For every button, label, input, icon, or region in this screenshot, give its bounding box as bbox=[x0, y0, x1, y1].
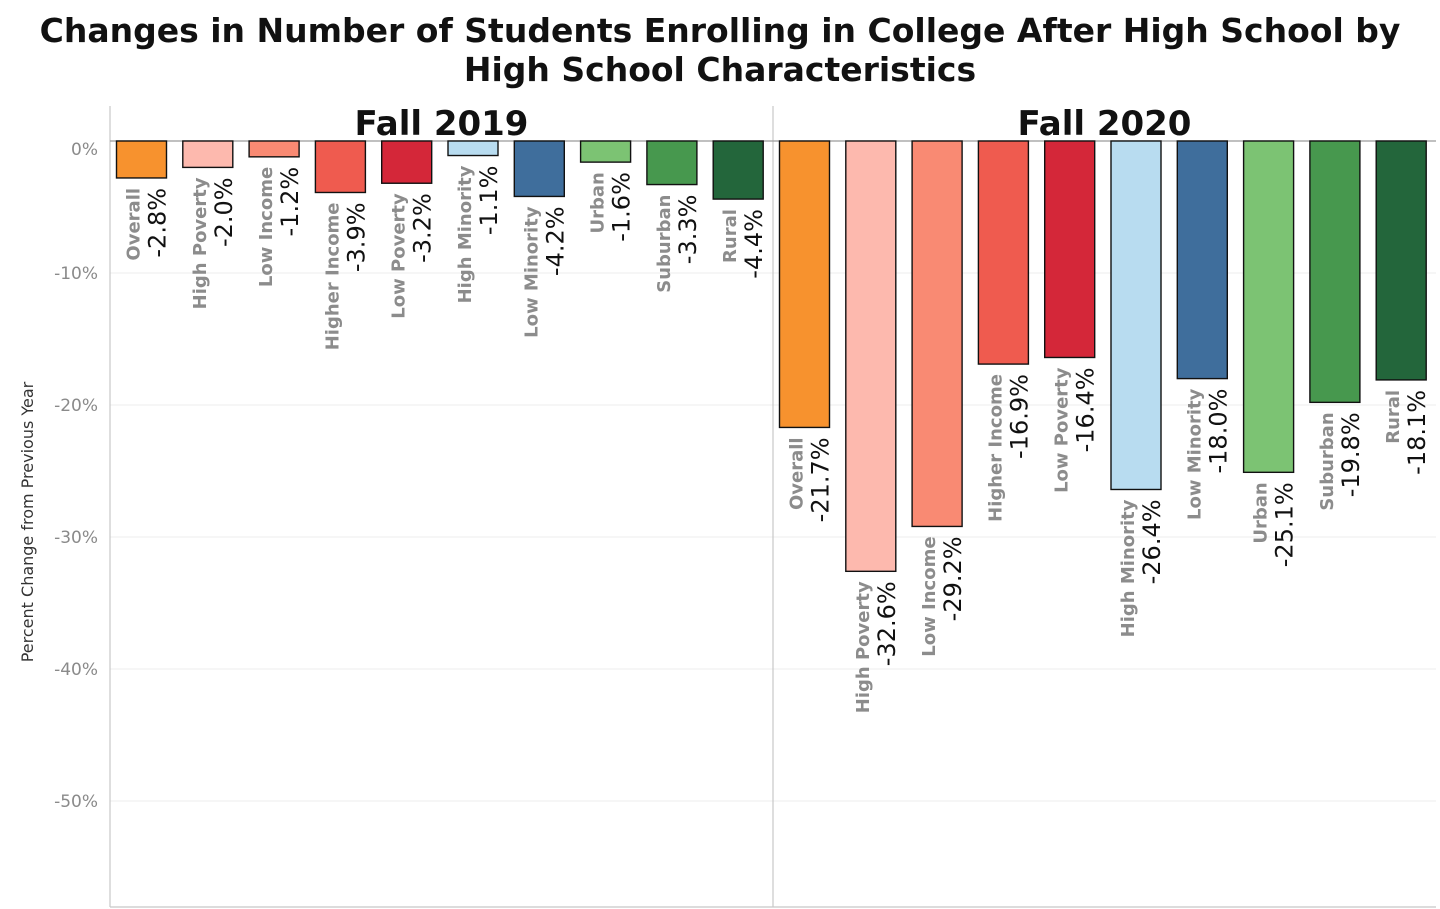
category-label: Suburban bbox=[1317, 412, 1338, 510]
category-label: Low Poverty bbox=[389, 193, 410, 319]
value-label: -1.6% bbox=[608, 172, 636, 242]
bar-label: Higher Income -3.9% bbox=[322, 202, 370, 350]
y-tick-label: -50% bbox=[54, 792, 98, 812]
bar-low-minority bbox=[1176, 140, 1229, 380]
category-label: Low Income bbox=[919, 536, 940, 656]
bar-low-minority bbox=[513, 140, 565, 198]
bar-label: Urban -25.1% bbox=[1251, 482, 1299, 567]
value-label: -2.0% bbox=[210, 177, 238, 247]
plot-frame bbox=[109, 106, 1436, 908]
bar-urban bbox=[579, 140, 632, 163]
panel-title: Fall 2020 bbox=[1018, 104, 1192, 144]
bar-high-poverty bbox=[845, 140, 897, 573]
category-label: Rural bbox=[720, 209, 741, 263]
bar-low-poverty bbox=[381, 140, 433, 184]
bar-label: Higher Income -16.9% bbox=[985, 374, 1033, 522]
bar-overall bbox=[778, 140, 831, 429]
value-label: -1.1% bbox=[475, 166, 503, 236]
bar-label: Rural -18.1% bbox=[1383, 390, 1431, 475]
bar-label: High Poverty -32.6% bbox=[853, 581, 901, 713]
bar-label: Urban -1.6% bbox=[588, 172, 636, 242]
category-label: Low Poverty bbox=[1052, 367, 1073, 493]
bar-higher-income bbox=[977, 140, 1030, 365]
bar-label: Low Minority -4.2% bbox=[521, 206, 569, 338]
bar-label: Suburban -19.8% bbox=[1317, 412, 1365, 510]
value-label: -29.2% bbox=[939, 536, 967, 621]
category-label: Overall bbox=[124, 188, 145, 261]
category-label: Low Minority bbox=[1184, 388, 1205, 520]
value-label: -1.2% bbox=[276, 167, 304, 237]
category-label: Higher Income bbox=[985, 374, 1006, 522]
category-label: High Poverty bbox=[190, 177, 211, 309]
y-axis-label: Percent Change from Previous Year bbox=[18, 381, 37, 662]
category-label: High Minority bbox=[1118, 499, 1139, 637]
value-label: -21.7% bbox=[807, 437, 835, 522]
bar-low-income bbox=[911, 140, 963, 528]
value-label: -3.9% bbox=[342, 202, 370, 272]
panel-fall-2019: Fall 2019 Overall -2.8% High Poverty -2.0% Lo… bbox=[115, 104, 768, 350]
y-tick-label: 0% bbox=[71, 140, 98, 160]
value-label: -3.3% bbox=[674, 195, 702, 265]
value-label: -32.6% bbox=[873, 581, 901, 666]
bar-higher-income bbox=[314, 140, 367, 194]
value-label: -18.0% bbox=[1204, 389, 1232, 474]
y-tick-label: -20% bbox=[54, 396, 98, 416]
bar-high-poverty bbox=[182, 140, 234, 169]
value-label: -3.2% bbox=[409, 193, 437, 263]
value-label: -25.1% bbox=[1271, 482, 1299, 567]
value-label: -4.2% bbox=[541, 206, 569, 276]
bar-high-minority bbox=[1110, 140, 1162, 491]
category-label: Urban bbox=[1251, 482, 1272, 543]
category-label: Urban bbox=[588, 172, 609, 233]
bar-label: High Poverty -2.0% bbox=[190, 177, 238, 309]
bar-overall bbox=[115, 140, 168, 179]
bar-label: High Minority -1.1% bbox=[455, 165, 503, 303]
value-label: -16.9% bbox=[1005, 374, 1033, 459]
value-label: -4.4% bbox=[740, 209, 768, 279]
bar-label: Low Poverty -3.2% bbox=[389, 193, 437, 319]
y-axis-ticks: 0% -10% -20% -30% -40% -50% bbox=[54, 140, 98, 812]
bar-rural bbox=[1375, 140, 1427, 381]
bar-label: Low Minority -18.0% bbox=[1184, 388, 1232, 520]
value-label: -26.4% bbox=[1138, 499, 1166, 584]
bar-low-poverty bbox=[1043, 140, 1096, 359]
bar-suburban bbox=[1309, 140, 1361, 404]
y-tick-label: -30% bbox=[54, 528, 98, 548]
bar-label: Low Poverty -16.4% bbox=[1052, 367, 1100, 493]
chart-title: Changes in Number of Students Enrolling … bbox=[40, 11, 1401, 89]
panel-fall-2020: Fall 2020 Overall -21.7% High Poverty -32.6%… bbox=[778, 104, 1431, 713]
bar-label: Overall -2.8% bbox=[124, 188, 172, 261]
panel-title: Fall 2019 bbox=[355, 104, 529, 144]
category-label: High Poverty bbox=[853, 581, 874, 713]
bar-suburban bbox=[646, 140, 698, 186]
category-label: High Minority bbox=[455, 165, 476, 303]
bar-label: Rural -4.4% bbox=[720, 209, 768, 279]
category-label: Higher Income bbox=[322, 202, 343, 350]
value-label: -19.8% bbox=[1337, 412, 1365, 497]
bar-label: Suburban -3.3% bbox=[654, 195, 702, 293]
category-label: Low Income bbox=[256, 167, 277, 287]
value-label: -16.4% bbox=[1072, 367, 1100, 452]
bar-low-income bbox=[248, 140, 300, 158]
category-label: Rural bbox=[1383, 390, 1404, 444]
chart-title-line: Changes in Number of Students Enrolling … bbox=[40, 11, 1401, 50]
bar-label: Low Income -1.2% bbox=[256, 167, 304, 287]
bar-rural bbox=[712, 140, 764, 200]
bar-label: Low Income -29.2% bbox=[919, 536, 967, 656]
category-label: Low Minority bbox=[521, 206, 542, 338]
bar-label: Overall -21.7% bbox=[787, 437, 835, 522]
chart-title-line: High School Characteristics bbox=[464, 50, 976, 89]
category-label: Overall bbox=[787, 437, 808, 510]
category-label: Suburban bbox=[654, 195, 675, 293]
bar-high-minority bbox=[447, 140, 499, 157]
y-tick-label: -10% bbox=[54, 264, 98, 284]
bar-label: High Minority -26.4% bbox=[1118, 499, 1166, 637]
value-label: -2.8% bbox=[144, 188, 172, 258]
y-axis-title: Percent Change from Previous Year bbox=[18, 381, 37, 662]
value-label: -18.1% bbox=[1403, 390, 1431, 475]
bar-urban bbox=[1242, 140, 1295, 474]
y-tick-label: -40% bbox=[54, 660, 98, 680]
